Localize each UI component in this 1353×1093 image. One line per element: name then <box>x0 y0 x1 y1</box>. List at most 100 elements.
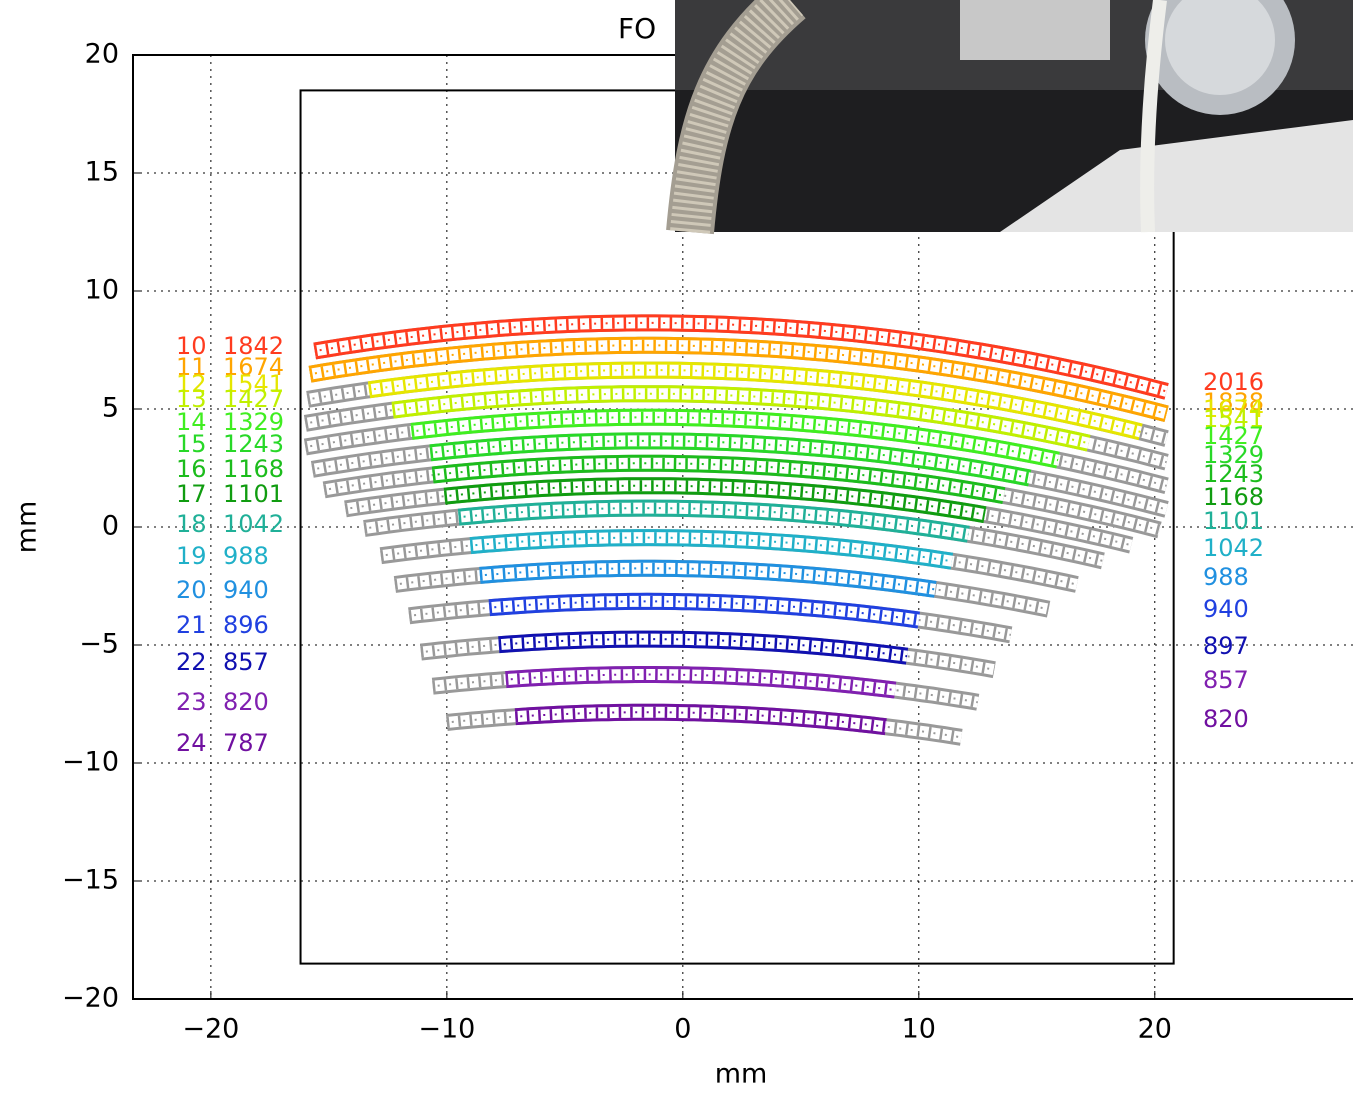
y-tick-label: −20 <box>62 983 119 1014</box>
x-tick-label: −10 <box>418 1014 475 1045</box>
row-right-value: 820 <box>1203 705 1249 733</box>
photo-part <box>1000 120 1353 232</box>
row-band <box>429 432 1032 487</box>
row-right-value: 1838 <box>1203 388 1264 416</box>
row-band-inner <box>505 669 896 696</box>
row-left-value: 1042 <box>223 510 284 538</box>
row-id: 14 <box>176 408 207 436</box>
row-band-cells <box>479 562 937 595</box>
row-band <box>488 592 920 629</box>
row-left-value: 1541 <box>223 370 284 398</box>
row-left-value: 1842 <box>223 332 284 360</box>
row-band-dots <box>444 484 986 516</box>
row-right-value: 1427 <box>1203 422 1264 450</box>
row-id: 21 <box>176 611 207 639</box>
row-right-value: 988 <box>1203 563 1249 591</box>
row-right-value: 1329 <box>1203 441 1264 469</box>
row-id: 20 <box>176 576 207 604</box>
row-left-value: 857 <box>223 648 269 676</box>
y-tick-label: −5 <box>79 629 119 660</box>
row-id: 12 <box>176 370 207 398</box>
x-tick-label: 20 <box>1138 1014 1172 1045</box>
row-band-cells <box>429 435 1031 484</box>
row-right-value: 1243 <box>1203 460 1264 488</box>
row-left-value: 940 <box>223 576 269 604</box>
row-band <box>308 336 1169 423</box>
row-right-value: 1674 <box>1203 395 1264 423</box>
y-tick-label: −15 <box>62 865 119 896</box>
row-right-value: 2016 <box>1203 368 1264 396</box>
photo-overlay <box>666 0 1353 235</box>
row-left-value: 1674 <box>223 353 284 381</box>
row-band-cells <box>368 364 1142 438</box>
x-tick-label: 10 <box>902 1014 936 1045</box>
row-band <box>391 385 1091 452</box>
row-band-cells <box>410 411 1060 466</box>
row-id: 24 <box>176 729 207 757</box>
row-band-dots <box>314 321 1167 393</box>
row-band-cells <box>313 317 1168 397</box>
row-band-cells <box>391 388 1090 449</box>
row-left-value: 787 <box>223 729 269 757</box>
row-band-cells <box>488 595 920 626</box>
row-id: 18 <box>176 510 207 538</box>
row-left-value: 1243 <box>223 430 284 458</box>
row-left-value: 988 <box>223 542 269 570</box>
row-band-dots <box>432 462 1004 497</box>
row-id: 15 <box>176 430 207 458</box>
row-right-value: 857 <box>1203 666 1249 694</box>
row-left-value: 1168 <box>223 455 284 483</box>
row-right-value: 897 <box>1203 632 1249 660</box>
row-left-value: 896 <box>223 611 269 639</box>
row-id: 16 <box>176 455 207 483</box>
row-band-dots <box>430 439 1030 479</box>
row-band <box>505 666 897 699</box>
row-right-value: 1168 <box>1203 483 1264 511</box>
photo-part <box>1140 0 1167 233</box>
row-band-inner <box>498 633 908 662</box>
row-band-cells <box>458 502 970 540</box>
chart-title: FO <box>618 12 656 45</box>
row-right-value: 1101 <box>1203 507 1264 535</box>
y-tick-label: −10 <box>62 747 119 778</box>
x-axis-label: mm <box>715 1059 768 1090</box>
photo-part <box>1165 0 1275 95</box>
row-band <box>313 314 1169 400</box>
y-tick-label: 10 <box>85 275 119 306</box>
row-band <box>443 477 987 524</box>
row-id: 10 <box>176 332 207 360</box>
y-axis-label: mm <box>12 501 43 554</box>
row-band <box>410 408 1060 469</box>
gray-band-cells <box>344 480 1133 551</box>
row-id: 22 <box>176 648 207 676</box>
row-band <box>469 529 954 570</box>
row-right-value: 1042 <box>1203 534 1264 562</box>
x-tick-label: 0 <box>674 1014 691 1045</box>
x-tick-label: −20 <box>182 1014 239 1045</box>
row-band <box>479 559 937 598</box>
row-id: 13 <box>176 385 207 413</box>
row-right-value: 940 <box>1203 595 1249 623</box>
y-tick-label: 5 <box>102 393 119 424</box>
row-left-value: 1329 <box>223 408 284 436</box>
row-id: 11 <box>176 353 207 381</box>
row-band <box>431 454 1006 504</box>
row-band <box>457 499 970 543</box>
row-id: 19 <box>176 542 207 570</box>
y-tick-label: 15 <box>85 157 119 188</box>
row-left-value: 1427 <box>223 385 284 413</box>
row-band-cells <box>469 532 953 567</box>
row-left-value: 820 <box>223 688 269 716</box>
row-band-cells <box>514 706 887 733</box>
photo-part <box>960 0 1110 60</box>
photo-part <box>666 0 806 235</box>
y-tick-label: 0 <box>102 511 119 542</box>
y-tick-label: 20 <box>85 39 119 70</box>
row-right-value: 1541 <box>1203 405 1264 433</box>
row-band <box>367 361 1143 441</box>
row-left-value: 1101 <box>223 480 284 508</box>
row-id: 23 <box>176 688 207 716</box>
row-id: 17 <box>176 480 207 508</box>
row-band-dots <box>309 344 1167 415</box>
